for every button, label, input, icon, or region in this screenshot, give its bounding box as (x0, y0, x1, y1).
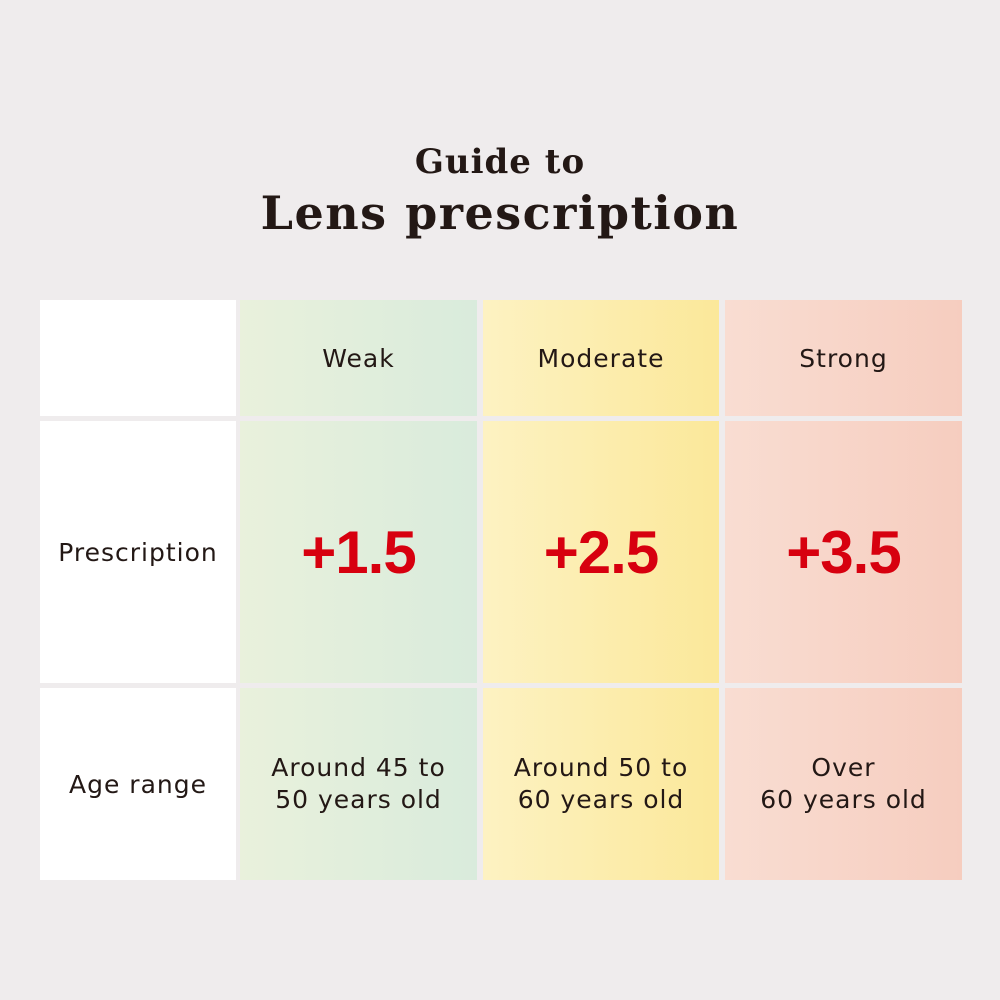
age-range-strong: Over 60 years old (725, 688, 962, 880)
column-header-moderate: Moderate (483, 300, 719, 416)
row-label-age-range: Age range (40, 688, 236, 880)
age-range-moderate: Around 50 to 60 years old (483, 688, 719, 880)
prescription-weak: +1.5 (240, 421, 477, 683)
subtitle: Guide to (414, 142, 586, 182)
age-range-weak: Around 45 to 50 years old (240, 688, 477, 880)
prescription-table: Weak Moderate Strong Prescription +1.5 +… (40, 300, 962, 880)
heading: Guide to Lens prescription (0, 140, 1000, 242)
row-label-prescription: Prescription (40, 421, 236, 683)
column-header-strong: Strong (725, 300, 962, 416)
prescription-moderate: +2.5 (483, 421, 719, 683)
table-corner-cell (40, 300, 236, 416)
prescription-strong: +3.5 (725, 421, 962, 683)
page-title: Lens prescription (260, 186, 740, 240)
column-header-weak: Weak (240, 300, 477, 416)
